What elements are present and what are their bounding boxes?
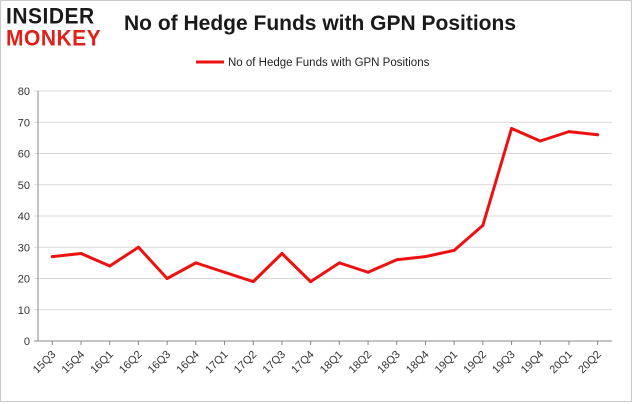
x-tick-label: 18Q1	[318, 349, 346, 377]
data-point	[108, 264, 112, 268]
data-point	[395, 258, 399, 262]
logo-line-1: INSIDER	[6, 4, 95, 29]
data-point	[452, 248, 456, 252]
x-tick-label: 20Q1	[548, 349, 576, 377]
logo-line-2: MONKEY	[6, 26, 102, 51]
x-tick-label: 16Q2	[117, 349, 145, 377]
x-tick-label: 20Q2	[576, 349, 604, 377]
y-tick-label: 80	[18, 86, 30, 98]
y-tick-label: 60	[18, 149, 30, 161]
x-tick-label: 15Q3	[31, 349, 59, 377]
data-point	[596, 133, 600, 137]
data-point	[50, 255, 54, 259]
x-tick-label: 17Q1	[203, 349, 231, 377]
x-tick-label: 17Q4	[289, 349, 317, 377]
data-point	[510, 127, 514, 130]
legend: No of Hedge Funds with GPN Positions	[196, 57, 430, 69]
data-point	[538, 139, 542, 143]
series-group	[50, 127, 600, 284]
y-tick-label: 50	[18, 180, 30, 192]
axes	[37, 91, 599, 345]
y-tick-label: 70	[18, 117, 30, 129]
x-tick-label: 16Q3	[146, 349, 174, 377]
data-point	[481, 223, 485, 227]
data-point	[223, 270, 227, 274]
x-tick-label: 16Q4	[174, 349, 202, 377]
y-tick-label: 10	[18, 305, 30, 317]
data-point	[194, 261, 198, 265]
data-point	[309, 280, 313, 284]
data-point	[165, 277, 169, 280]
data-point	[136, 245, 140, 249]
grid-lines	[34, 90, 612, 342]
data-point	[251, 280, 255, 284]
chart-title: No of Hedge Funds with GPN Positions	[124, 12, 516, 35]
x-tick-label: 15Q4	[60, 349, 88, 377]
y-tick-label: 20	[18, 274, 30, 286]
data-point	[79, 252, 83, 255]
data-point	[567, 130, 571, 134]
x-tick-label: 19Q1	[433, 349, 461, 377]
series-line-0	[50, 127, 600, 284]
x-tick-label: 16Q1	[88, 349, 116, 377]
data-point	[280, 252, 284, 255]
y-tick-labels: 0 10 20 30 40 50 60 70 80	[18, 86, 30, 348]
y-tick-label: 0	[24, 336, 30, 348]
x-tick-labels: 15Q3 15Q4 16Q1 16Q2 16Q3 16Q4 17Q1 17Q2 17Q3 17Q4…	[31, 349, 604, 377]
data-point	[423, 255, 427, 259]
x-tick-label: 19Q2	[461, 349, 489, 377]
data-point	[366, 270, 370, 274]
insider-monkey-logo: INSIDER MONKEY	[6, 4, 116, 51]
x-tick-label: 19Q3	[490, 349, 518, 377]
y-tick-label: 30	[18, 242, 30, 254]
y-tick-label: 40	[18, 211, 30, 223]
x-tick-label: 17Q2	[232, 349, 260, 377]
legend-label: No of Hedge Funds with GPN Positions	[228, 57, 430, 69]
x-tick-label: 18Q4	[404, 349, 432, 377]
x-tick-label: 18Q2	[347, 349, 375, 377]
x-tick-label: 19Q4	[519, 349, 547, 377]
x-tick-label: 17Q3	[261, 349, 289, 377]
data-point	[337, 261, 341, 265]
x-tick-label: 18Q3	[375, 349, 403, 377]
